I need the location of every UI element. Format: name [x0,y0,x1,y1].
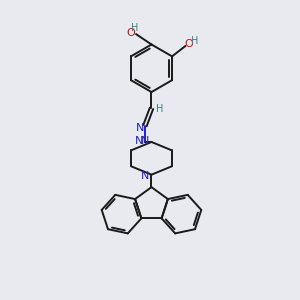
Text: H: H [156,104,164,114]
Text: N: N [141,171,150,181]
Text: O: O [184,40,193,50]
Text: N: N [135,136,143,146]
Text: N: N [135,123,144,133]
Text: H: H [130,22,138,32]
Text: N: N [141,136,150,146]
Text: H: H [191,36,198,46]
Text: O: O [127,28,135,38]
